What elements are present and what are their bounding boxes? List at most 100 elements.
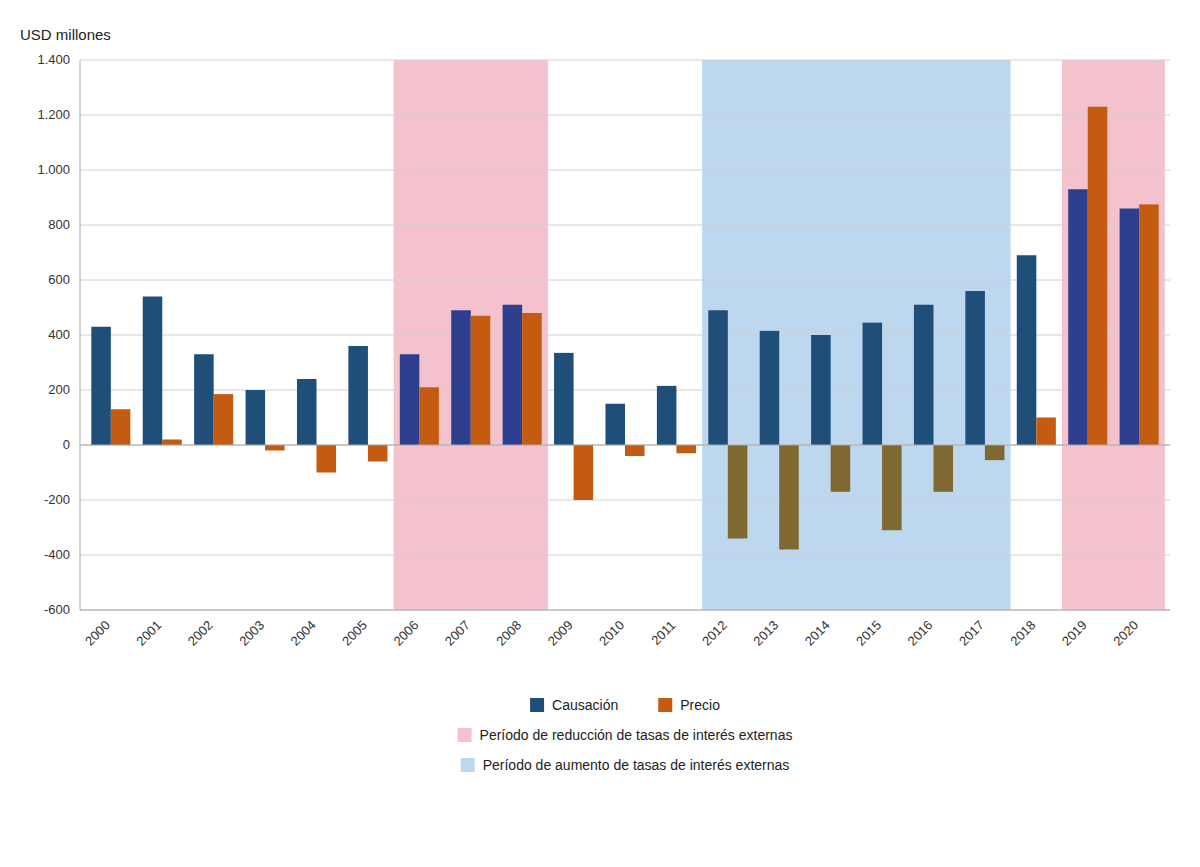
legend-swatch (458, 728, 472, 742)
bar (451, 310, 471, 445)
bar (162, 440, 182, 446)
x-tick-label: 2012 (699, 618, 730, 649)
x-tick-label: 2011 (648, 618, 678, 648)
legend: Causación Precio Período de reducción de t… (458, 697, 793, 773)
grid-line (80, 115, 1170, 116)
y-tick-label: 0 (63, 437, 70, 452)
bar (246, 390, 266, 445)
bar (914, 305, 934, 445)
grid-line (80, 445, 1170, 446)
bar (214, 394, 234, 445)
bar (554, 353, 574, 445)
legend-label: Causación (552, 697, 618, 713)
x-tick-label: 2010 (596, 618, 627, 649)
bar (1068, 189, 1088, 445)
y-tick-label: 1.000 (37, 162, 70, 177)
bar (625, 445, 645, 456)
x-tick-label: 2007 (442, 618, 473, 649)
x-tick-label: 2003 (236, 618, 267, 649)
bar (779, 445, 799, 550)
grid-line (80, 170, 1170, 171)
x-tick-label: 2009 (545, 618, 576, 649)
x-axis-line (80, 610, 1170, 611)
y-tick-label: 800 (48, 217, 70, 232)
legend-item: Período de reducción de tasas de interés… (458, 727, 793, 743)
bar (811, 335, 831, 445)
y-tick-label: -400 (44, 547, 70, 562)
grid-line (80, 280, 1170, 281)
grid-line (80, 555, 1170, 556)
bar (657, 386, 677, 445)
bar (503, 305, 523, 445)
legend-item: Período de aumento de tasas de interés e… (461, 757, 790, 773)
chart: -600 -400 -200 0 200 400 600 800 1.000 1.200 1.400… (0, 0, 1200, 867)
y-grid (80, 60, 1170, 610)
x-tick-label: 2000 (82, 618, 113, 649)
legend-swatch (530, 698, 544, 712)
grid-line (80, 335, 1170, 336)
bar (265, 445, 285, 451)
x-tick-label: 2018 (1007, 618, 1038, 649)
bar (863, 323, 883, 445)
bar (1120, 209, 1140, 446)
grid-line (80, 60, 1170, 61)
x-tick-label: 2019 (1059, 618, 1090, 649)
legend-row: Período de reducción de tasas de interés… (458, 727, 793, 743)
legend-item: Precio (658, 697, 720, 713)
y-tick-label: 1.200 (37, 107, 70, 122)
y-axis-line (80, 60, 81, 610)
x-tick-label: 2006 (390, 618, 421, 649)
legend-swatch (461, 758, 475, 772)
bar (522, 313, 542, 445)
y-tick-label: 600 (48, 272, 70, 287)
bar (317, 445, 337, 473)
bar (297, 379, 317, 445)
x-tick-label: 2017 (956, 618, 987, 649)
x-tick-label: 2013 (750, 618, 781, 649)
legend-label: Período de reducción de tasas de interés… (480, 727, 793, 743)
bar (471, 316, 491, 445)
x-tick-label: 2005 (339, 618, 370, 649)
bar (708, 310, 728, 445)
y-tick-label: 400 (48, 327, 70, 342)
bar (1017, 255, 1037, 445)
x-tick-label: 2002 (185, 618, 216, 649)
y-tick-label: 200 (48, 382, 70, 397)
y-tick-label: -600 (44, 602, 70, 617)
bar (728, 445, 748, 539)
bar (676, 445, 696, 453)
bar (419, 387, 439, 445)
bar (143, 297, 163, 446)
x-tick-label: 2016 (905, 618, 936, 649)
bar (965, 291, 985, 445)
y-axis-label: USD millones (20, 26, 111, 43)
bar (348, 346, 368, 445)
bar (985, 445, 1005, 460)
legend-swatch (658, 698, 672, 712)
grid-line (80, 225, 1170, 226)
bar (574, 445, 594, 500)
bar (194, 354, 214, 445)
grid-line (80, 610, 1170, 611)
grid-line (80, 390, 1170, 391)
bar (760, 331, 780, 445)
x-tick-label: 2020 (1110, 618, 1141, 649)
bar (91, 327, 111, 445)
bar (111, 409, 131, 445)
x-tick-label: 2014 (802, 618, 833, 649)
legend-row: Causación Precio (530, 697, 720, 713)
bar (605, 404, 625, 445)
y-tick-label: 1.400 (37, 52, 70, 67)
bar (831, 445, 851, 492)
bar (1088, 107, 1108, 445)
bar (368, 445, 388, 462)
x-tick-label: 2001 (133, 618, 164, 649)
bar (400, 354, 420, 445)
bar (882, 445, 902, 530)
legend-label: Precio (680, 697, 720, 713)
x-tick-label: 2015 (853, 618, 884, 649)
zero-line (80, 445, 1170, 446)
x-tick-label: 2008 (493, 618, 524, 649)
y-tick-label: -200 (44, 492, 70, 507)
grid-line (80, 500, 1170, 501)
